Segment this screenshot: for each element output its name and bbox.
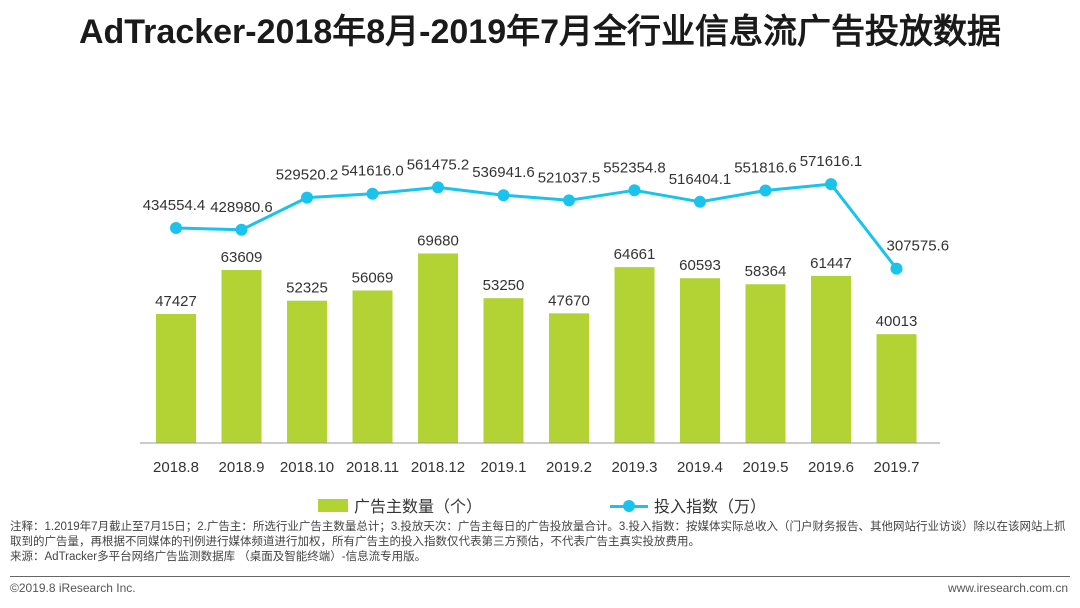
footer-divider [10,576,1070,577]
bar-label-2019.4: 60593 [679,257,721,274]
series-line-投入指数 [175,182,898,270]
x-tick-label-2019.4: 2019.4 [677,459,723,476]
bar-label-2019.7: 40013 [876,313,918,330]
x-tick-label-2019.6: 2019.6 [808,459,854,476]
bar-label-2019.5: 58364 [745,263,787,280]
chart-plot: 47427 63609 52325 56069 69680 53250 47670 64661… [140,153,950,476]
x-tick-label-2019.3: 2019.3 [612,459,658,476]
line-label-2018.10: 529520.2 [276,167,339,184]
line-point-2018.10 [301,191,313,204]
x-tick-label-2019.7: 2019.7 [874,459,920,476]
bar-label-2019.1: 53250 [483,277,525,294]
bar-2018.8 [156,313,196,443]
line-point-2018.8 [170,222,182,234]
bar-2018.9 [221,269,262,443]
line-point-2019.5 [759,184,772,197]
bar-2019.4 [680,278,720,443]
x-tick-label-2019.2: 2019.2 [546,459,592,476]
bar-2019.1 [483,298,524,443]
legend-swatch-bar [318,498,348,512]
bar-2019.3 [614,267,655,443]
x-tick-label-2018.11: 2018.11 [346,459,399,476]
line-point-2019.6 [825,178,837,191]
line-point-2019.4 [694,195,706,208]
line-label-2019.5: 551816.6 [734,159,797,176]
x-tick-label-2018.10: 2018.10 [280,459,334,476]
bar-2018.12 [418,253,458,443]
bar-label-2018.10: 52325 [286,280,328,297]
line-label-2018.9: 428980.6 [210,199,273,216]
bar-label-2018.11: 56069 [352,269,394,286]
line-point-2018.9 [235,223,248,236]
bar-2019.5 [745,284,786,443]
bar-2018.11 [352,290,393,443]
line-label-2018.11: 541616.0 [341,163,404,180]
line-label-2019.6: 571616.1 [800,153,863,170]
bar-label-2018.8: 47427 [155,293,197,310]
legend-label-bar: 广告主数量（个） [354,499,483,516]
bar-2019.2 [549,313,589,443]
legend-label-line: 投入指数（万） [654,499,767,516]
copyright: ©2019.8 iResearch Inc. [10,581,136,595]
line-point-2019.7 [890,262,903,275]
x-tick-label-2018.8: 2018.8 [153,459,199,476]
notes: 注释：1.2019年7月截止至7月15日；2.广告主：所选行业广告主数量总计；3… [10,520,1070,565]
website-url: www.iresearch.com.cn [947,581,1068,595]
bar-2019.7 [876,334,917,443]
line-label-2019.4: 516404.1 [669,171,732,188]
bar-2019.6 [811,275,851,443]
line-label-2019.1: 536941.6 [472,164,535,181]
note-text: 注释：1.2019年7月截止至7月15日；2.广告主：所选行业广告主数量总计；3… [10,521,1066,548]
legend-item-line: 投入指数（万） [610,493,766,517]
x-tick-label-2019.1: 2019.1 [481,459,527,476]
line-point-2018.11 [366,187,379,200]
line-label-2018.12: 561475.2 [407,156,470,173]
x-tick-label-2018.12: 2018.12 [411,459,465,476]
chart-title: AdTracker-2018年8月-2019年7月全行业信息流广告投放数据 [78,13,1002,51]
bar-label-2019.3: 64661 [614,246,656,263]
line-point-2018.12 [432,181,444,194]
legend-item-bar: 广告主数量（个） [318,493,482,517]
legend-swatch-line [610,499,648,512]
bar-label-2019.2: 47670 [548,292,590,309]
line-point-2019.3 [628,184,641,197]
bar-label-2018.9: 63609 [221,249,263,266]
source-text: 来源：AdTracker多平台网络广告监测数据库 （桌面及智能终端）-信息流专用… [10,551,427,563]
line-label-2018.8: 434554.4 [143,197,206,214]
line-label-2019.2: 521037.5 [538,169,601,186]
line-label-2019.3: 552354.8 [603,159,666,176]
x-tick-label-2018.9: 2018.9 [219,459,265,476]
bar-label-2018.12: 69680 [417,232,459,249]
bar-label-2019.6: 61447 [810,255,852,272]
line-point-2019.2 [563,194,575,207]
bar-2018.10 [287,300,327,443]
line-label-2019.7: 307575.6 [887,238,950,255]
x-tick-label-2019.5: 2019.5 [743,459,789,476]
line-point-2019.1 [497,189,510,202]
